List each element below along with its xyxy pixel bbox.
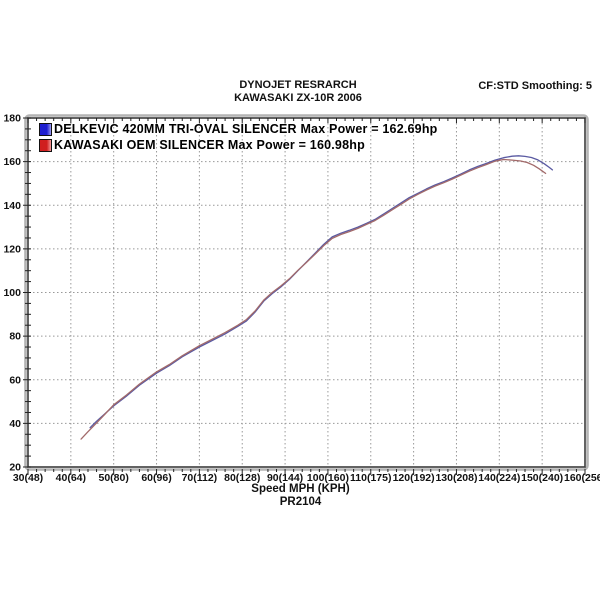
x-axis-tick-label: 90(144)	[267, 472, 303, 484]
delkevic-power-curve	[89, 155, 554, 429]
x-axis-tick-label: 150(240)	[521, 472, 563, 484]
x-axis-title: Speed MPH (KPH)	[251, 483, 350, 495]
x-axis-tick-label: 70(112)	[182, 472, 218, 484]
x-axis-tick-label: 130(208)	[435, 472, 477, 484]
y-axis-tick-label: 20	[9, 462, 21, 474]
delkevic-series-swatch-icon	[39, 122, 52, 136]
title-line-1: DYNOJET RESRARCH	[239, 79, 357, 91]
x-axis-tick-label: 30(48)	[13, 472, 43, 484]
y-axis-tick-label: 40	[9, 418, 21, 430]
x-axis-tick-label: 40(64)	[56, 472, 86, 484]
x-axis-tick-label: 60(96)	[141, 472, 171, 484]
oem-power-curve	[80, 158, 547, 440]
title-line-2: KAWASAKI ZX-10R 2006	[234, 92, 362, 104]
correction-smoothing-info: CF:STD Smoothing: 5	[478, 80, 592, 92]
y-axis-tick-label: 160	[3, 156, 21, 168]
oem-series-swatch-icon	[39, 138, 52, 152]
y-axis-tick-label: 60	[9, 374, 21, 386]
x-axis-tick-label: 100(160)	[307, 472, 349, 484]
y-axis-tick-label: 100	[3, 287, 21, 299]
legend-item-oem: KAWASAKI OEM SILENCER Max Power = 160.98…	[39, 137, 438, 153]
legend-label-delkevic: DELKEVIC 420MM TRI-OVAL SILENCER Max Pow…	[54, 122, 438, 136]
x-axis-tick-label: 120(192)	[393, 472, 435, 484]
y-axis-tick-label: 80	[9, 331, 21, 343]
x-axis-tick-label: 160(256)	[564, 472, 600, 484]
chart-header: DYNOJET RESRARCH KAWASAKI ZX-10R 2006	[28, 79, 568, 105]
x-axis-tick-label: 80(128)	[224, 472, 260, 484]
run-id: PR2104	[279, 496, 322, 508]
x-axis-tick-label: 110(175)	[350, 472, 391, 484]
legend-label-oem: KAWASAKI OEM SILENCER Max Power = 160.98…	[54, 138, 365, 152]
y-axis-tick-label: 180	[3, 113, 21, 125]
legend: DELKEVIC 420MM TRI-OVAL SILENCER Max Pow…	[39, 121, 438, 153]
x-axis-tick-label: 50(80)	[99, 472, 129, 484]
y-axis-tick-label: 120	[3, 243, 21, 255]
x-axis-tick-label: 140(224)	[478, 472, 520, 484]
y-axis-tick-label: 140	[3, 200, 21, 212]
legend-item-delkevic: DELKEVIC 420MM TRI-OVAL SILENCER Max Pow…	[39, 121, 438, 137]
